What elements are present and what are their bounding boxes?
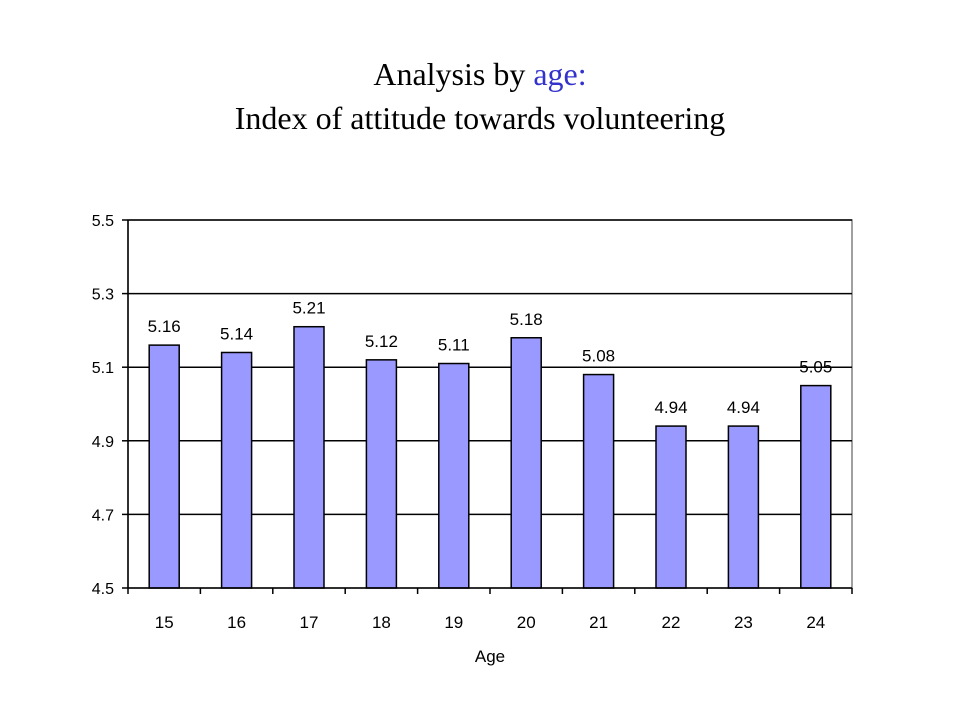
x-tick-label-19: 19 (444, 613, 463, 632)
axes: 4.5 4.7 4.9 5.1 5.3 5.5 15 16 17 18 19 20 21 22 23 24 (92, 213, 853, 632)
y-tick-label-4.7: 4.7 (92, 507, 114, 524)
chart-title-line-2: Index of attitude towards volunteering (234, 100, 726, 136)
bar-age-20 (510, 337, 542, 589)
x-tick-label-23: 23 (734, 613, 753, 632)
y-tick-label-4.5: 4.5 (92, 581, 114, 598)
x-tick-label-24: 24 (806, 613, 825, 632)
x-tick-label-18: 18 (372, 613, 391, 632)
data-label-age-18: 5.12 (365, 332, 398, 351)
x-tick-label-17: 17 (300, 613, 319, 632)
x-tick-label-21: 21 (589, 613, 608, 632)
y-tick-label-5.5: 5.5 (92, 213, 114, 230)
bars (148, 325, 832, 589)
chart-title-line-1: Analysis by age: (0, 52, 960, 96)
bar-age-22 (655, 425, 687, 589)
data-labels: 5.16 5.14 5.21 5.12 5.11 5.18 5.08 4.94 4.94 5.05 (148, 299, 833, 417)
x-tick-label-15: 15 (155, 613, 174, 632)
bar-age-23 (727, 425, 760, 589)
y-tick-label-4.9: 4.9 (92, 434, 114, 451)
x-axis-title: Age (475, 647, 505, 666)
bar-age-18 (365, 359, 398, 589)
data-label-age-15: 5.16 (148, 317, 181, 336)
x-tick-label-20: 20 (517, 613, 536, 632)
data-label-age-16: 5.14 (220, 324, 253, 343)
data-label-age-20: 5.18 (510, 310, 543, 329)
x-tick-label-22: 22 (662, 613, 681, 632)
y-tick-label-5.3: 5.3 (92, 287, 114, 304)
bar-age-17 (293, 325, 325, 589)
chart-title-prefix: Analysis by (373, 56, 534, 92)
bar-age-24 (800, 384, 832, 589)
data-label-age-17: 5.21 (292, 299, 325, 318)
data-label-age-22: 4.94 (654, 398, 687, 417)
chart-title: Analysis by age: Index of attitude towar… (0, 52, 960, 140)
data-label-age-19: 5.11 (438, 336, 470, 355)
data-label-age-24: 5.05 (799, 358, 832, 377)
x-tick-label-16: 16 (227, 613, 246, 632)
chart-title-highlight: age: (533, 56, 587, 92)
data-label-age-21: 5.08 (582, 347, 615, 366)
data-label-age-23: 4.94 (727, 398, 760, 417)
y-tick-label-5.1: 5.1 (92, 360, 114, 377)
bar-age-19 (438, 362, 470, 589)
bar-age-21 (582, 373, 615, 589)
bar-age-16 (220, 351, 253, 589)
bar-age-15 (148, 344, 180, 589)
